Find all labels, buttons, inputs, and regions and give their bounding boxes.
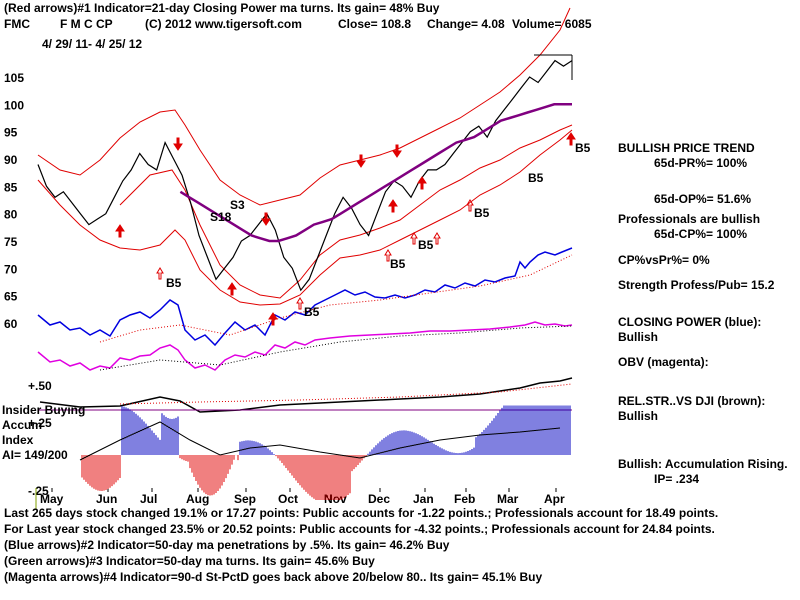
relstr-ma-line <box>119 383 573 405</box>
lower-band-line <box>37 129 573 306</box>
relstr-line <box>39 377 573 413</box>
footer-line-3: (Blue arrows)#2 Indicator=50-day ma pene… <box>4 538 450 552</box>
relstr-status: Bullish <box>618 409 659 423</box>
prof-label: Professionals are bullish <box>618 212 761 226</box>
date-range: 4/ 29/ 11- 4/ 25/ 12 <box>42 37 143 51</box>
cpvspr-value: CP%vsPr%= 0% <box>618 253 710 267</box>
month-axis: May Jun Jul Aug Sep Oct Nov Dec Jan Feb Mar Apr <box>40 488 565 506</box>
volume-value: Volume= 6085 <box>512 17 592 31</box>
signal-label: B5 <box>390 257 406 271</box>
copyright: (C) 2012 www.tigersoft.com <box>145 17 302 31</box>
cp-value: 65d-CP%= 100% <box>654 227 748 241</box>
signal-label: B5 <box>304 305 320 319</box>
x-tick-label: Jul <box>140 492 157 506</box>
y-tick-label: 90 <box>4 153 18 167</box>
obv-ma-line <box>99 325 573 371</box>
y-tick-label: 85 <box>4 180 18 194</box>
buy-arrow-hollow <box>410 232 418 245</box>
x-tick-label: Aug <box>186 492 209 506</box>
buy-arrow <box>388 199 398 213</box>
footer-line-1: Last 265 days stock changed 19.1% or 17.… <box>4 506 719 520</box>
signal-label: S18 <box>210 210 232 224</box>
ai-value: AI= 149/200 <box>2 448 68 462</box>
x-tick-label: Feb <box>454 492 475 506</box>
y-tick-label: 70 <box>4 262 18 276</box>
buy-arrow-hollow <box>296 297 304 310</box>
signal-arrows <box>115 132 576 326</box>
accum-bars <box>81 405 571 500</box>
indicator-line: (Red arrows)#1 Indicator=21-day Closing … <box>4 1 440 15</box>
change-value: Change= 4.08 <box>427 17 505 31</box>
y-tick-label: 60 <box>4 317 18 331</box>
closing-power-label: CLOSING POWER (blue): <box>618 315 762 329</box>
x-tick-label: Jun <box>96 492 117 506</box>
ticker: FMC <box>4 17 30 31</box>
sell-arrow <box>392 144 402 158</box>
trend-label: BULLISH PRICE TREND <box>618 141 755 155</box>
y-tick-label: 95 <box>4 126 18 140</box>
x-tick-label: Dec <box>368 492 390 506</box>
obv-line <box>37 321 573 371</box>
signal-label: B5 <box>474 206 490 220</box>
y-tick-label: 65 <box>4 290 18 304</box>
closing-power-status: Bullish <box>618 330 659 344</box>
y-tick-label: 100 <box>4 98 24 112</box>
ma50-line <box>179 103 572 243</box>
pr-value: 65d-PR%= 100% <box>654 156 748 170</box>
buy-arrow-hollow <box>384 249 392 262</box>
closing-power-ma-line <box>99 254 573 343</box>
accum-status: Bullish: Accumulation Rising. <box>618 457 788 471</box>
x-tick-label: Mar <box>497 492 519 506</box>
footer-line-5: (Magenta arrows)#4 Indicator=90-d St-Pct… <box>4 570 543 584</box>
accum-ma-line <box>79 421 561 461</box>
x-tick-label: Jan <box>413 492 434 506</box>
price-line <box>37 59 573 292</box>
relstr-tick: +.50 <box>28 379 52 393</box>
obv-label: OBV (magenta): <box>618 355 709 369</box>
buy-arrow-hollow <box>156 267 164 280</box>
signal-label: B5 <box>166 276 182 290</box>
sell-arrow <box>261 212 271 226</box>
buy-arrow <box>268 312 278 326</box>
sell-arrow <box>356 154 366 168</box>
x-tick-label: Apr <box>544 492 565 506</box>
ip-value: IP= .234 <box>654 472 700 486</box>
accum-label-1: Insider Buying <box>2 403 86 417</box>
price-axis: 105 100 95 90 85 80 75 70 65 60 <box>4 71 24 331</box>
op-value: 65d-OP%= 51.6% <box>654 192 752 206</box>
mid-band-line <box>119 124 573 299</box>
y-tick-label: 105 <box>4 71 24 85</box>
signal-label: S3 <box>230 198 245 212</box>
accum-label-2: Accum <box>2 418 43 432</box>
x-tick-label: May <box>40 492 64 506</box>
closing-power-line <box>37 247 573 347</box>
x-tick-label: Oct <box>278 492 298 506</box>
signal-label: B5 <box>575 141 591 155</box>
sell-arrow <box>173 137 183 151</box>
signal-label: B5 <box>418 238 434 252</box>
y-tick-label: 80 <box>4 208 18 222</box>
accum-tick-bottom: -.25 <box>28 484 49 498</box>
footer-line-4: (Green arrows)#3 Indicator=50-day ma tur… <box>4 554 375 568</box>
upper-band-line <box>37 7 571 206</box>
x-tick-label: Sep <box>234 492 256 506</box>
y-tick-label: 75 <box>4 235 18 249</box>
signal-label: B5 <box>528 171 544 185</box>
buy-arrow-hollow <box>433 232 441 245</box>
footer-line-2: For Last year stock changed 23.5% or 20.… <box>4 522 715 536</box>
buy-arrow <box>115 224 125 238</box>
accum-label-3: Index <box>2 433 34 447</box>
buy-arrow <box>227 282 237 296</box>
accum-tick-top: +.25 <box>28 416 52 430</box>
buy-arrow <box>417 176 427 190</box>
company-name: F M C CP <box>60 17 113 31</box>
buy-arrow-hollow <box>466 199 474 212</box>
strength-value: Strength Profess/Pub= 15.2 <box>618 278 775 292</box>
buy-arrow <box>566 132 576 146</box>
relstr-label: REL.STR..VS DJI (brown): <box>618 394 766 408</box>
close-value: Close= 108.8 <box>338 17 412 31</box>
